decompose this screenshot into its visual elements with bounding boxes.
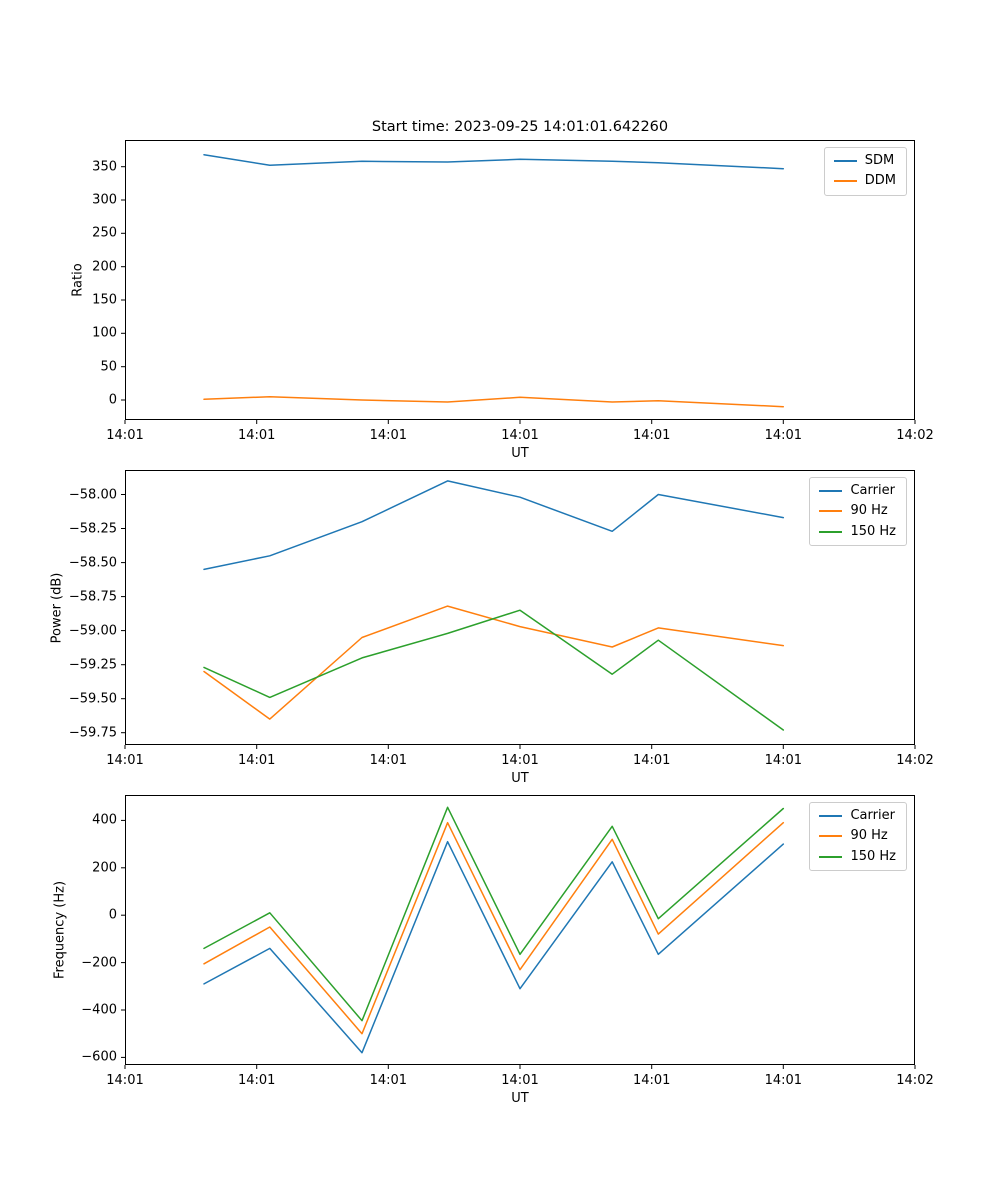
y-tick-label: 50 — [100, 359, 117, 375]
legend-entry: Carrier — [819, 808, 896, 823]
plot-area — [121, 795, 916, 1069]
y-tick-label: −400 — [81, 1002, 117, 1018]
y-tick-label: −58.25 — [68, 521, 117, 536]
legend-entry: SDM — [833, 153, 896, 168]
x-tick-label: 14:01 — [106, 428, 144, 443]
series-carrier — [203, 480, 785, 571]
legend: Carrier 90 Hz 150 Hz — [809, 477, 907, 546]
axes-frame — [125, 470, 915, 745]
axes-frame — [125, 795, 915, 1065]
y-tick-label: 150 — [92, 292, 117, 308]
x-tick-label: 14:02 — [896, 753, 934, 768]
y-tick-label: −59.75 — [68, 725, 117, 741]
y-tick-label: 0 — [108, 392, 117, 408]
y-tick-label: 350 — [92, 159, 117, 175]
x-tick-label: 14:01 — [501, 753, 539, 768]
legend-line-sample — [819, 530, 843, 533]
x-tick-label: 14:01 — [237, 428, 276, 443]
legend-label: 90 Hz — [850, 828, 888, 844]
axes-frame — [125, 140, 915, 420]
legend-line-sample — [819, 815, 843, 818]
x-axis-label: UT — [511, 771, 529, 786]
x-tick-label: 14:01 — [632, 753, 671, 768]
x-tick-label: 14:01 — [369, 428, 408, 443]
legend-entry: 90 Hz — [819, 828, 896, 844]
legend-line-sample — [819, 510, 843, 513]
y-tick-label: −58.00 — [68, 487, 117, 502]
legend-label: DDM — [864, 173, 896, 189]
y-axis-label: Frequency (Hz) — [52, 880, 68, 980]
x-axis-label: UT — [511, 1091, 529, 1106]
series-ddm — [203, 395, 785, 408]
legend-label: 150 Hz — [850, 523, 896, 539]
figure-title: Start time: 2023-09-25 14:01:01.642260 — [371, 119, 669, 135]
x-tick-label: 14:01 — [632, 428, 671, 443]
legend-entry: 90 Hz — [819, 503, 896, 519]
y-tick-label: 100 — [92, 325, 117, 341]
legend-entry: 150 Hz — [819, 523, 896, 539]
series-150-hz — [203, 806, 785, 1022]
legend-line-sample — [833, 180, 857, 183]
legend-line-sample — [819, 835, 843, 838]
series-90-hz — [203, 605, 785, 720]
x-tick-label: 14:01 — [369, 753, 408, 768]
y-tick-label: −59.00 — [68, 623, 117, 639]
x-tick-label: 14:01 — [501, 1073, 539, 1088]
x-tick-label: 14:01 — [764, 428, 803, 443]
ratio-chart: 14:01 14:01 14:01 14:01 14:01 14:01 14:02 0 50 10… — [71, 140, 934, 460]
y-tick-label: 250 — [92, 225, 117, 241]
y-tick-label: 200 — [92, 259, 117, 275]
legend-entry: Carrier — [819, 483, 896, 498]
x-tick-label: 14:01 — [237, 1073, 276, 1088]
y-tick-label: −600 — [81, 1049, 117, 1065]
legend: Carrier 90 Hz 150 Hz — [809, 802, 907, 871]
legend-label: Carrier — [850, 483, 895, 498]
y-tick-label: −58.50 — [68, 555, 117, 571]
legend-line-sample — [819, 490, 843, 493]
series-carrier — [203, 840, 785, 1054]
x-tick-label: 14:01 — [764, 753, 803, 768]
x-tick-label: 14:01 — [501, 428, 539, 443]
y-axis-label: Power (dB) — [49, 572, 65, 643]
power-chart: 14:01 14:01 14:01 14:01 14:01 14:01 14:02 −59.7… — [50, 470, 934, 785]
x-axis-label: UT — [511, 446, 529, 461]
legend-line-sample — [833, 160, 857, 163]
legend-label: SDM — [864, 153, 895, 168]
series-90-hz — [203, 821, 785, 1035]
legend: SDM DDM — [823, 147, 907, 196]
x-tick-label: 14:01 — [632, 1073, 671, 1088]
x-tick-label: 14:01 — [237, 753, 276, 768]
legend-label: Carrier — [850, 808, 895, 823]
y-tick-label: 300 — [92, 192, 117, 208]
y-tick-label: −59.25 — [68, 657, 117, 673]
plot-area — [121, 470, 916, 749]
y-tick-label: −200 — [81, 955, 117, 971]
legend-line-sample — [819, 855, 843, 858]
y-tick-label: −59.50 — [68, 691, 117, 707]
y-tick-label: −58.75 — [68, 589, 117, 605]
x-tick-label: 14:01 — [369, 1073, 408, 1088]
x-tick-label: 14:01 — [106, 1073, 144, 1088]
series-150-hz — [203, 609, 785, 731]
x-tick-label: 14:02 — [896, 428, 934, 443]
legend-label: 150 Hz — [850, 848, 896, 864]
x-tick-label: 14:02 — [896, 1073, 934, 1088]
x-tick-label: 14:01 — [106, 753, 144, 768]
y-axis-label: Ratio — [70, 263, 86, 297]
plot-area — [121, 140, 916, 424]
y-tick-label: 0 — [108, 907, 117, 923]
y-tick-label: 200 — [92, 860, 117, 876]
legend-entry: DDM — [833, 173, 896, 189]
frequency-chart: 14:01 14:01 14:01 14:01 14:01 14:01 14:02 −600 −… — [53, 795, 934, 1105]
y-tick-label: 400 — [92, 812, 117, 828]
series-sdm — [203, 153, 785, 170]
x-tick-label: 14:01 — [764, 1073, 803, 1088]
legend-label: 90 Hz — [850, 503, 888, 519]
legend-entry: 150 Hz — [819, 848, 896, 864]
